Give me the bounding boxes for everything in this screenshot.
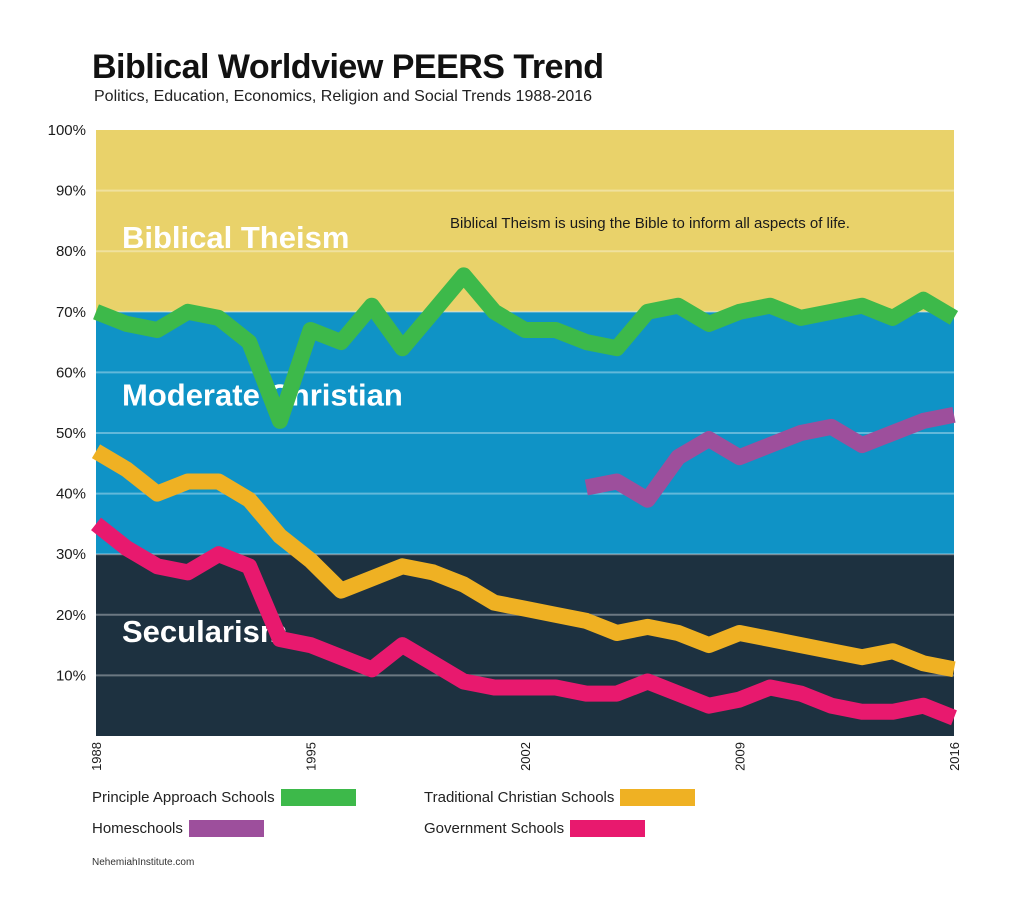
series-government-schools — [91, 517, 957, 726]
y-tick-label: 10% — [56, 667, 86, 684]
x-tick-label: 1988 — [89, 742, 104, 771]
source-credit: NehemiahInstitute.com — [92, 857, 195, 868]
x-tick-label: 1995 — [304, 742, 319, 771]
y-tick-label: 50% — [56, 425, 86, 442]
annotation-text: Biblical Theism is using the Bible to in… — [450, 215, 850, 232]
series-homeschools — [584, 406, 956, 508]
x-tick-label: 2009 — [733, 742, 748, 771]
y-tick-label: 40% — [56, 486, 86, 503]
legend-item-homeschools: Homeschools — [92, 820, 264, 837]
legend-item-principle-approach: Principle Approach Schools — [92, 789, 356, 806]
y-tick-label: 60% — [56, 364, 86, 381]
series-traditional-christian-schools — [91, 444, 956, 678]
y-tick-label: 30% — [56, 546, 86, 563]
y-tick-label: 100% — [48, 122, 86, 139]
legend-item-government: Government Schools — [424, 820, 646, 837]
band-label-secularism: Secularism — [122, 614, 287, 649]
legend-label: Principle Approach Schools — [92, 789, 275, 806]
legend-item-traditional-christian: Traditional Christian Schools — [424, 789, 696, 806]
legend-swatch — [620, 789, 696, 806]
y-tick-label: 70% — [56, 304, 86, 321]
legend-label: Traditional Christian Schools — [424, 789, 615, 806]
y-tick-label: 80% — [56, 243, 86, 260]
legend-swatch — [188, 820, 264, 837]
y-tick-label: 90% — [56, 183, 86, 200]
legend-label: Homeschools — [92, 820, 183, 837]
chart-subtitle: Politics, Education, Economics, Religion… — [94, 88, 593, 105]
band-biblical-theism — [96, 130, 954, 312]
chart-title: Biblical Worldview PEERS Trend — [92, 48, 604, 86]
band-label-biblical-theism: Biblical Theism — [122, 220, 349, 255]
x-tick-label: 2016 — [947, 742, 962, 771]
x-tick-label: 2002 — [518, 742, 533, 771]
legend-swatch — [570, 820, 646, 837]
y-tick-label: 20% — [56, 607, 86, 624]
series-principle-approach-schools — [93, 267, 959, 429]
legend-swatch — [280, 789, 356, 806]
legend-label: Government Schools — [424, 820, 565, 837]
